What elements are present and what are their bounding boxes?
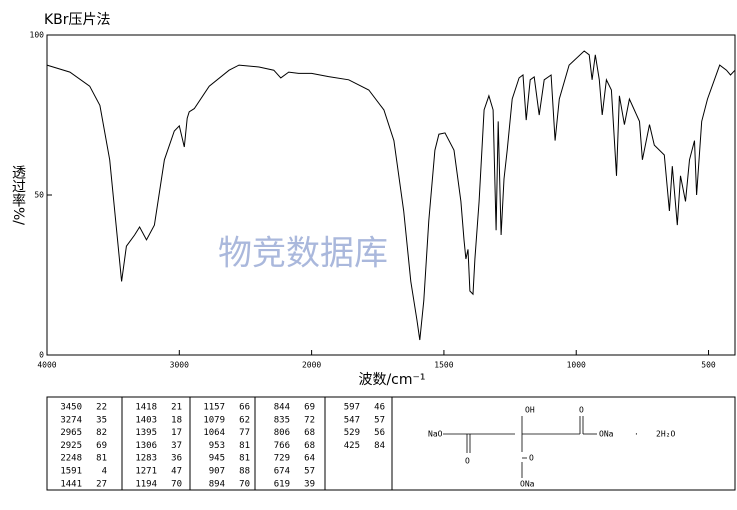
peak-transmittance: 68 bbox=[304, 428, 315, 438]
peak-transmittance: 82 bbox=[96, 428, 107, 438]
peak-wavenumber: 2965 bbox=[60, 428, 82, 438]
peak-transmittance: 17 bbox=[171, 428, 182, 438]
peak-wavenumber: 945 bbox=[209, 454, 225, 464]
peak-wavenumber: 2925 bbox=[60, 441, 82, 451]
peak-transmittance: 57 bbox=[304, 467, 315, 477]
structure-label: O bbox=[579, 406, 584, 415]
y-tick-label: 50 bbox=[34, 191, 44, 200]
peak-transmittance: 70 bbox=[171, 479, 182, 489]
x-tick-label: 2000 bbox=[302, 361, 321, 370]
peak-transmittance: 70 bbox=[239, 479, 250, 489]
x-tick-label: 3000 bbox=[170, 361, 189, 370]
peak-wavenumber: 894 bbox=[209, 479, 225, 489]
peak-wavenumber: 835 bbox=[274, 415, 290, 425]
peak-wavenumber: 844 bbox=[274, 403, 290, 413]
y-axis-label: 透过率%/ bbox=[10, 165, 26, 225]
structure-label: · bbox=[634, 430, 639, 439]
x-tick-label: 1000 bbox=[567, 361, 586, 370]
peak-wavenumber: 1403 bbox=[135, 415, 157, 425]
peak-transmittance: 21 bbox=[171, 403, 182, 413]
peak-wavenumber: 425 bbox=[344, 441, 360, 451]
peak-transmittance: 4 bbox=[102, 467, 107, 477]
peak-transmittance: 22 bbox=[96, 403, 107, 413]
y-tick-label: 0 bbox=[39, 351, 44, 360]
peak-transmittance: 36 bbox=[171, 454, 182, 464]
structure-label: 2H₂O bbox=[656, 430, 675, 439]
peak-wavenumber: 729 bbox=[274, 454, 290, 464]
structure-bonds bbox=[443, 416, 597, 478]
plot-frame bbox=[46, 34, 736, 356]
peak-transmittance: 81 bbox=[239, 441, 250, 451]
x-tick-label: 1500 bbox=[434, 361, 453, 370]
peak-transmittance: 62 bbox=[239, 415, 250, 425]
peak-wavenumber: 1064 bbox=[203, 428, 225, 438]
peak-transmittance: 81 bbox=[96, 454, 107, 464]
x-axis-label: 波数/cm⁻¹ bbox=[358, 372, 425, 388]
peak-transmittance: 18 bbox=[171, 415, 182, 425]
peak-transmittance: 68 bbox=[304, 441, 315, 451]
structure-label: NaO bbox=[428, 430, 443, 439]
peak-transmittance: 56 bbox=[374, 428, 385, 438]
structure-label: OH bbox=[525, 406, 535, 415]
table-dividers bbox=[121, 397, 393, 490]
peak-wavenumber: 2248 bbox=[60, 454, 82, 464]
peak-wavenumber: 1283 bbox=[135, 454, 157, 464]
peak-transmittance: 35 bbox=[96, 415, 107, 425]
y-tick-label: 100 bbox=[30, 31, 45, 40]
peak-wavenumber: 1271 bbox=[135, 467, 157, 477]
peak-wavenumber: 766 bbox=[274, 441, 290, 451]
structure-label: O bbox=[529, 454, 534, 463]
peak-wavenumber: 1079 bbox=[203, 415, 225, 425]
structure-label: ONa bbox=[599, 430, 614, 439]
peak-wavenumber: 1441 bbox=[60, 479, 82, 489]
peak-transmittance: 27 bbox=[96, 479, 107, 489]
peak-transmittance: 47 bbox=[171, 467, 182, 477]
peak-wavenumber: 674 bbox=[274, 467, 290, 477]
peak-transmittance: 69 bbox=[304, 403, 315, 413]
peak-wavenumber: 1194 bbox=[135, 479, 157, 489]
peak-transmittance: 57 bbox=[374, 415, 385, 425]
peak-transmittance: 39 bbox=[304, 479, 315, 489]
peak-transmittance: 69 bbox=[96, 441, 107, 451]
peak-wavenumber: 1591 bbox=[60, 467, 82, 477]
peak-wavenumber: 953 bbox=[209, 441, 225, 451]
peak-wavenumber: 3450 bbox=[60, 403, 82, 413]
peak-wavenumber: 547 bbox=[344, 415, 360, 425]
peak-transmittance: 46 bbox=[374, 403, 385, 413]
peak-wavenumber: 1395 bbox=[135, 428, 157, 438]
peak-wavenumber: 806 bbox=[274, 428, 290, 438]
peak-transmittance: 88 bbox=[239, 467, 250, 477]
peak-transmittance: 37 bbox=[171, 441, 182, 451]
chart-title: KBr压片法 bbox=[44, 12, 111, 28]
peak-transmittance: 64 bbox=[304, 454, 315, 464]
peak-transmittance: 77 bbox=[239, 428, 250, 438]
structure-label: ONa bbox=[520, 480, 535, 489]
peak-transmittance: 66 bbox=[239, 403, 250, 413]
peak-wavenumber: 3274 bbox=[60, 415, 82, 425]
table-frame bbox=[46, 396, 736, 491]
peak-transmittance: 72 bbox=[304, 415, 315, 425]
x-tick-label: 4000 bbox=[37, 361, 56, 370]
peak-wavenumber: 1157 bbox=[203, 403, 225, 413]
x-tick-label: 500 bbox=[701, 361, 716, 370]
watermark: 物竞数据库 bbox=[218, 234, 388, 274]
peak-wavenumber: 1306 bbox=[135, 441, 157, 451]
peak-wavenumber: 1418 bbox=[135, 403, 157, 413]
peak-wavenumber: 529 bbox=[344, 428, 360, 438]
peak-wavenumber: 619 bbox=[274, 479, 290, 489]
spectrum-line bbox=[46, 50, 736, 341]
peak-wavenumber: 907 bbox=[209, 467, 225, 477]
structure-label: O bbox=[465, 457, 470, 466]
peak-transmittance: 81 bbox=[239, 454, 250, 464]
peak-transmittance: 84 bbox=[374, 441, 385, 451]
peak-wavenumber: 597 bbox=[344, 403, 360, 413]
